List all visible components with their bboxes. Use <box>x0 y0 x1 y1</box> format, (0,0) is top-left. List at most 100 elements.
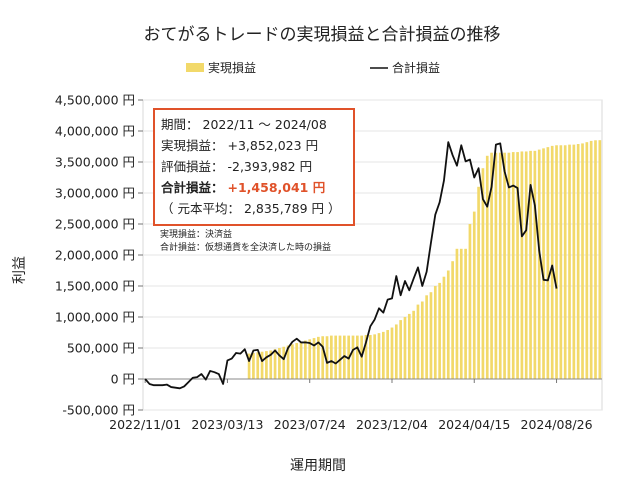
realized-bar <box>291 344 294 379</box>
y-tick-label: 2,500,000 円 <box>55 217 135 232</box>
realized-bar <box>563 145 567 379</box>
total-line-layer <box>144 141 558 390</box>
realized-bar <box>529 150 532 379</box>
realized-bar <box>459 248 463 379</box>
realized-bar <box>330 335 333 379</box>
realized-bar <box>312 338 316 379</box>
realized-bar <box>343 335 346 379</box>
realized-bar <box>317 336 320 379</box>
x-tick-label: 2024/08/26 <box>521 417 593 432</box>
realized-bar <box>542 148 545 379</box>
realized-bar <box>446 270 450 379</box>
realized-bar <box>503 152 506 379</box>
realized-bar <box>594 140 597 379</box>
x-tick-label: 2024/04/15 <box>438 417 510 432</box>
realized-bar <box>472 211 476 379</box>
legend: 実現損益 合計損益 <box>186 60 440 75</box>
realized-bar <box>420 301 424 379</box>
realized-bar <box>325 336 329 379</box>
y-tick-label: 0 円 <box>111 372 135 387</box>
summary-realized-row: 実現損益： +3,852,023 円 <box>161 135 347 156</box>
realized-bar <box>308 339 312 379</box>
y-tick-label: 4,500,000 円 <box>55 93 135 108</box>
realized-bar <box>438 282 441 379</box>
realized-bar <box>585 142 589 379</box>
x-axis: 2022/11/01 2023/03/13 2023/07/24 2023/12/04… <box>109 378 602 432</box>
realized-bar <box>334 335 338 379</box>
realized-bar <box>273 349 277 379</box>
realized-bar <box>265 351 268 379</box>
summary-unrealized-row: 評価損益： -2,393,982 円 <box>161 156 347 177</box>
y-tick-label: 2,000,000 円 <box>55 248 135 263</box>
realized-bar <box>399 320 402 379</box>
total-label: 合計損益： <box>161 180 224 195</box>
realized-bar <box>368 334 372 379</box>
legend-total-label: 合計損益 <box>392 60 440 75</box>
realized-bar <box>481 168 485 379</box>
realized-bar <box>520 151 524 379</box>
chart-title: おてがるトレードの実現損益と合計損益の推移 <box>144 25 501 45</box>
realized-bar <box>464 248 467 379</box>
unrealized-value: -2,393,982 円 <box>227 159 313 174</box>
summary-principal-row: （ 元本平均： 2,835,789 円 ） <box>161 198 347 219</box>
realized-bar <box>351 335 355 379</box>
realized-bar <box>412 310 415 379</box>
realized-bar <box>537 149 541 379</box>
realized-bar <box>507 152 511 379</box>
note-total: 合計損益：仮想通貨を全決済した時の損益 <box>160 243 332 253</box>
y-tick-label: 1,500,000 円 <box>55 279 135 294</box>
realized-bar <box>598 140 602 379</box>
realized-bar <box>338 335 342 379</box>
realized-bar <box>278 348 281 379</box>
realized-bar <box>252 352 255 379</box>
summary-box: 期間： 2022/11 ～ 2024/08 実現損益： +3,852,023 円… <box>153 108 355 226</box>
realized-bar <box>304 340 307 379</box>
realized-bar <box>381 331 385 379</box>
period-value: 2022/11 ～ 2024/08 <box>202 117 327 132</box>
notes: 実現損益：決済益 合計損益：仮想通貨を全決済した時の損益 <box>160 229 331 255</box>
realized-bar <box>356 335 359 379</box>
summary-total-row: 合計損益： +1,458,041 円 <box>161 177 347 198</box>
principal-value: 2,835,789 円 ） <box>243 201 341 216</box>
x-tick-label: 2023/03/13 <box>191 417 263 432</box>
realized-bar <box>555 145 558 379</box>
legend-realized-label: 実現損益 <box>208 60 256 75</box>
realized-bar <box>386 330 389 379</box>
y-tick-label: 3,500,000 円 <box>55 155 135 170</box>
principal-label: （ 元本平均： <box>161 201 240 216</box>
realized-bar <box>581 143 584 379</box>
realized-bar <box>572 144 576 379</box>
realized-bar <box>425 295 428 379</box>
realized-bar <box>516 152 519 379</box>
realized-bar <box>269 350 273 379</box>
note-realized: 実現損益：決済益 <box>160 230 233 240</box>
total-profit-line <box>144 141 558 390</box>
realized-bar <box>390 327 394 379</box>
realized-bar <box>546 147 550 379</box>
realized-bar <box>511 152 515 379</box>
realized-bar <box>403 317 407 379</box>
y-tick-label: 1,000,000 円 <box>55 310 135 325</box>
realized-bar <box>282 346 286 379</box>
realized-bar <box>494 152 498 379</box>
realized-bar <box>299 341 303 379</box>
summary-period-row: 期間： 2022/11 ～ 2024/08 <box>161 114 347 135</box>
realized-bar <box>468 224 472 379</box>
realized-bar <box>256 352 260 379</box>
legend-realized-swatch <box>186 63 204 72</box>
y-axis-label: 利益 <box>12 256 28 284</box>
realized-bar <box>568 144 571 379</box>
realized-bar <box>524 151 528 379</box>
realized-bar <box>247 353 251 379</box>
realized-bar <box>433 286 437 379</box>
realized-bar <box>498 152 502 379</box>
realized-bar <box>364 334 368 379</box>
realized-bar <box>490 152 493 379</box>
realized-bar <box>485 155 489 379</box>
realized-value: +3,852,023 円 <box>227 138 319 153</box>
y-tick-label: 3,000,000 円 <box>55 186 135 201</box>
realized-bar <box>416 304 420 379</box>
x-tick-label: 2023/12/04 <box>356 417 428 432</box>
